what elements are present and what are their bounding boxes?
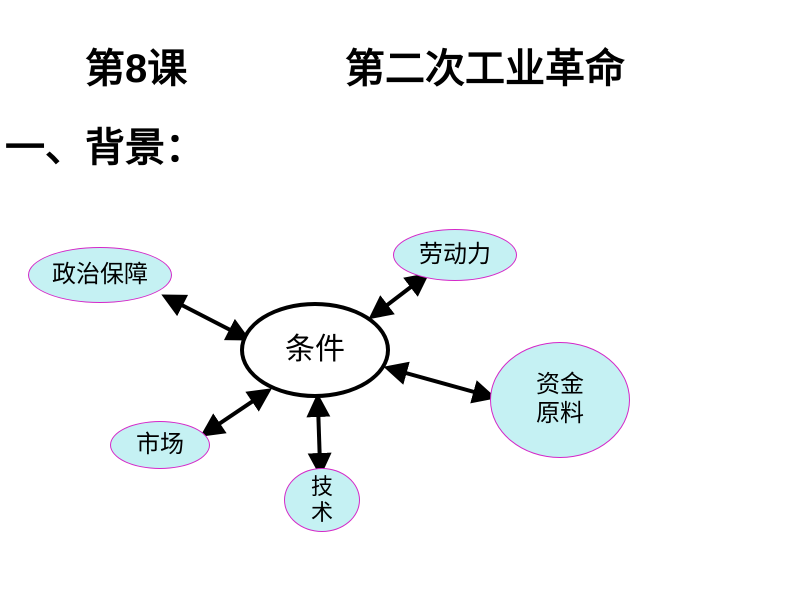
double-arrow	[210, 395, 262, 430]
node-capital: 资金 原料	[490, 342, 630, 458]
node-market: 市场	[110, 421, 210, 469]
double-arrow	[378, 280, 420, 312]
node-politics: 政治保障	[28, 247, 172, 303]
node-label: 条件	[285, 332, 345, 368]
node-tech: 技 术	[284, 468, 360, 532]
node-labor: 劳动力	[393, 229, 517, 281]
double-arrow	[318, 405, 320, 465]
node-label: 劳动力	[419, 241, 491, 270]
center-node: 条件	[240, 302, 390, 398]
concept-diagram: 条件 政治保障 劳动力资金 原料市场技 术	[0, 0, 794, 596]
node-label: 政治保障	[52, 261, 148, 290]
double-arrow	[172, 300, 240, 335]
double-arrow	[395, 370, 485, 395]
node-label: 资金 原料	[536, 371, 584, 429]
node-label: 技 术	[311, 474, 333, 527]
node-label: 市场	[136, 431, 184, 460]
